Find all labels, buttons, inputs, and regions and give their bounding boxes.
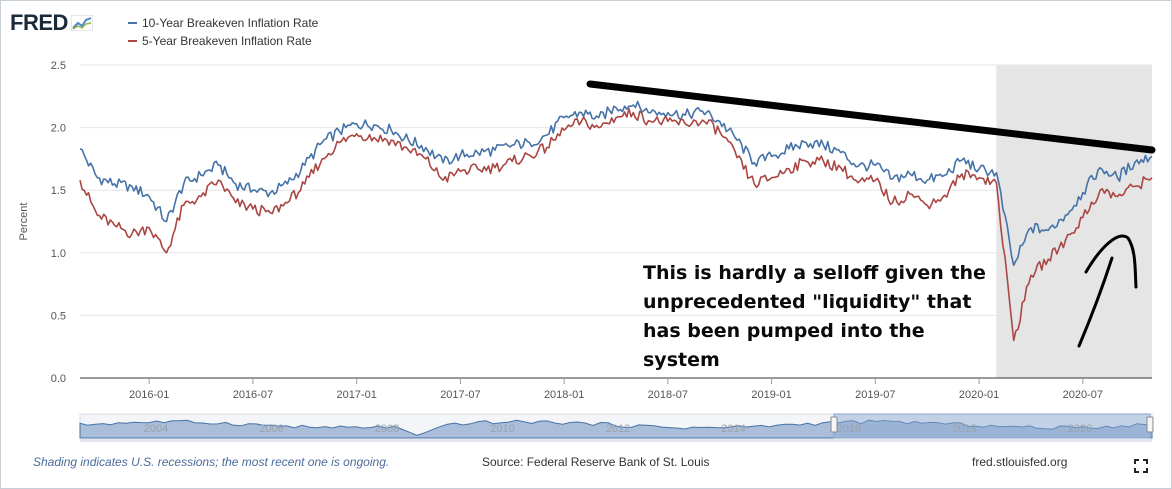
navigator-year-label: 2012 bbox=[606, 423, 630, 435]
drawn-arrow-head bbox=[1084, 234, 1138, 289]
navigator-year-label: 2006 bbox=[259, 423, 283, 435]
navigator-year-label: 2014 bbox=[721, 423, 745, 435]
navigator-year-label: 2004 bbox=[144, 423, 168, 435]
fullscreen-icon[interactable] bbox=[1134, 459, 1148, 473]
drawn-trend-line bbox=[586, 80, 1156, 154]
site-link[interactable]: fred.stlouisfed.org bbox=[972, 455, 1068, 469]
annotation-text: This is hardly a selloff given the unpre… bbox=[643, 262, 986, 371]
x-tick-label: 2018-07 bbox=[648, 389, 688, 401]
fred-logo[interactable]: FRED bbox=[10, 10, 93, 36]
x-tick-label: 2020-01 bbox=[959, 389, 999, 401]
legend-item-5y[interactable]: 5-Year Breakeven Inflation Rate bbox=[128, 32, 318, 50]
y-tick-label: 2.0 bbox=[51, 123, 66, 135]
navigator-right-handle[interactable] bbox=[1146, 416, 1154, 433]
navigator-year-label: 2008 bbox=[375, 423, 399, 435]
source-text: Source: Federal Reserve Bank of St. Loui… bbox=[482, 455, 710, 469]
y-axis-label: Percent bbox=[18, 203, 30, 241]
navigator-year-label: 2020 bbox=[1068, 423, 1092, 435]
legend-label-10y: 10-Year Breakeven Inflation Rate bbox=[142, 16, 319, 30]
navigator-year-label: 2010 bbox=[490, 423, 514, 435]
series-line-10y bbox=[79, 100, 1153, 267]
legend-swatch-10y bbox=[128, 22, 137, 24]
navigator-scrollbar[interactable] bbox=[80, 439, 1152, 442]
navigator-selection bbox=[833, 413, 1151, 439]
legend-label-5y: 5-Year Breakeven Inflation Rate bbox=[142, 34, 312, 48]
drawn-arrow-shaft bbox=[1077, 256, 1114, 348]
recession-note: Shading indicates U.S. recessions; the m… bbox=[33, 455, 390, 469]
legend-swatch-5y bbox=[128, 40, 137, 42]
navigator-year-label: 2016 bbox=[837, 423, 861, 435]
x-tick-label: 2017-01 bbox=[336, 389, 376, 401]
legend: 10-Year Breakeven Inflation Rate 5-Year … bbox=[128, 14, 318, 50]
y-tick-label: 0.5 bbox=[51, 310, 66, 322]
navigator-left-handle[interactable] bbox=[830, 416, 838, 433]
x-tick-label: 2019-07 bbox=[855, 389, 895, 401]
x-tick-label: 2017-07 bbox=[440, 389, 480, 401]
navigator-year-label: 2018 bbox=[952, 423, 976, 435]
x-tick-label: 2019-01 bbox=[751, 389, 791, 401]
navigator-area bbox=[79, 419, 1153, 439]
y-tick-label: 0.0 bbox=[51, 373, 66, 385]
x-tick-label: 2016-07 bbox=[233, 389, 273, 401]
y-tick-label: 1.0 bbox=[51, 248, 66, 260]
x-tick-label: 2016-01 bbox=[129, 389, 169, 401]
x-tick-label: 2018-01 bbox=[544, 389, 584, 401]
series-line-5y bbox=[79, 108, 1153, 342]
fred-logo-chart-icon bbox=[70, 15, 93, 31]
legend-item-10y[interactable]: 10-Year Breakeven Inflation Rate bbox=[128, 14, 318, 32]
recession-shading bbox=[996, 65, 1152, 378]
x-tick-label: 2020-07 bbox=[1063, 389, 1103, 401]
y-tick-label: 2.5 bbox=[51, 60, 66, 72]
y-tick-label: 1.5 bbox=[51, 185, 66, 197]
fred-logo-text: FRED bbox=[10, 10, 68, 35]
